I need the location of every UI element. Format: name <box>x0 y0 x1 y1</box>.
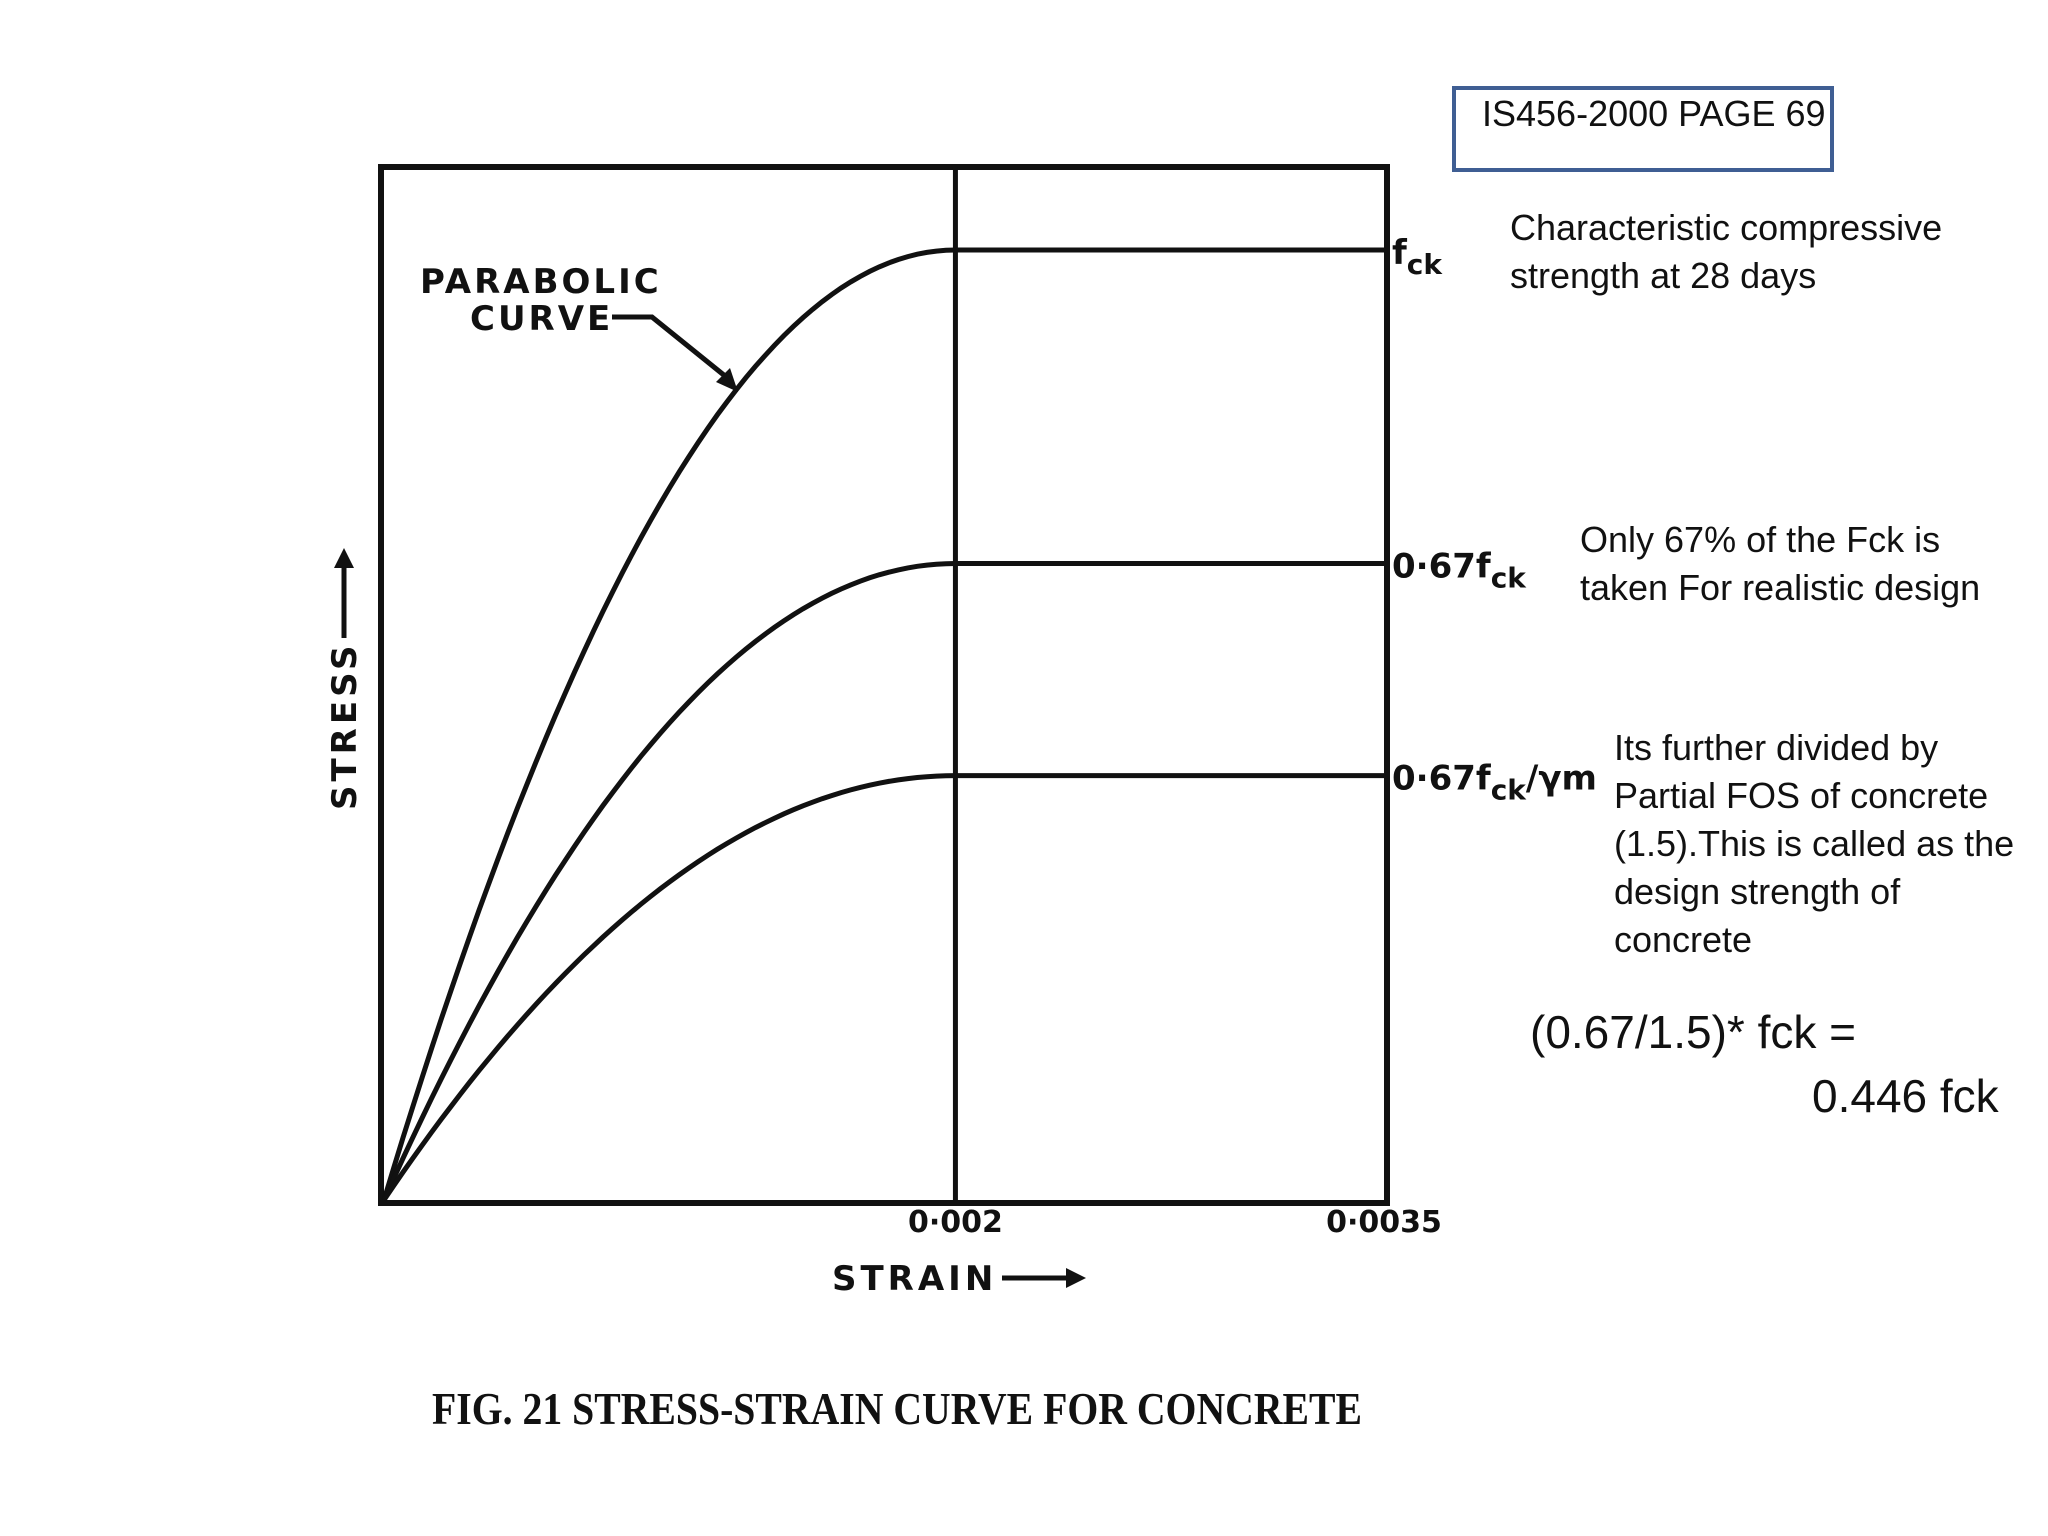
note-characteristic-strength: Characteristic compressive strength at 2… <box>1510 207 1943 296</box>
note-67-percent: Only 67% of the Fck is taken For realist… <box>1580 519 1981 608</box>
annotation-label-line2: CURVE <box>470 299 613 339</box>
series-label-1: fck <box>1392 233 1443 281</box>
figure-caption: FIG. 21 STRESS-STRAIN CURVE FOR CONCRETE <box>432 1383 1362 1434</box>
annotation-label-line1: PARABOLIC <box>420 262 662 302</box>
formula-line-1: (0.67/1.5)* fck = <box>1530 1006 1856 1058</box>
reference-box: IS456-2000 PAGE 69 <box>1452 86 1834 172</box>
curve-series-2 <box>381 561 1384 1202</box>
note-design-strength: Its further divided by Partial FOS of co… <box>1614 727 2015 960</box>
annotation-arrow <box>612 314 732 382</box>
series-label-2: 0·67fck <box>1392 547 1527 595</box>
series-label-3: 0·67fck/γm <box>1392 759 1597 807</box>
y-axis-arrowhead <box>334 548 354 568</box>
x-axis-arrowhead <box>1066 1268 1086 1288</box>
curve-series-3 <box>381 773 1384 1202</box>
curve-series-1 <box>381 247 1384 1201</box>
x-tick-label-1: 0·002 <box>908 1205 1003 1240</box>
plot-frame <box>378 164 1390 1206</box>
x-axis-label: STRAIN <box>832 1259 997 1299</box>
formula-line-2: 0.446 fck <box>1812 1070 1999 1122</box>
annotation-arrowhead <box>716 368 738 392</box>
y-axis-label: STRESS <box>325 641 365 810</box>
reference-label: IS456-2000 PAGE 69 <box>1482 93 1826 134</box>
x-tick-label-2: 0·0035 <box>1326 1205 1442 1240</box>
